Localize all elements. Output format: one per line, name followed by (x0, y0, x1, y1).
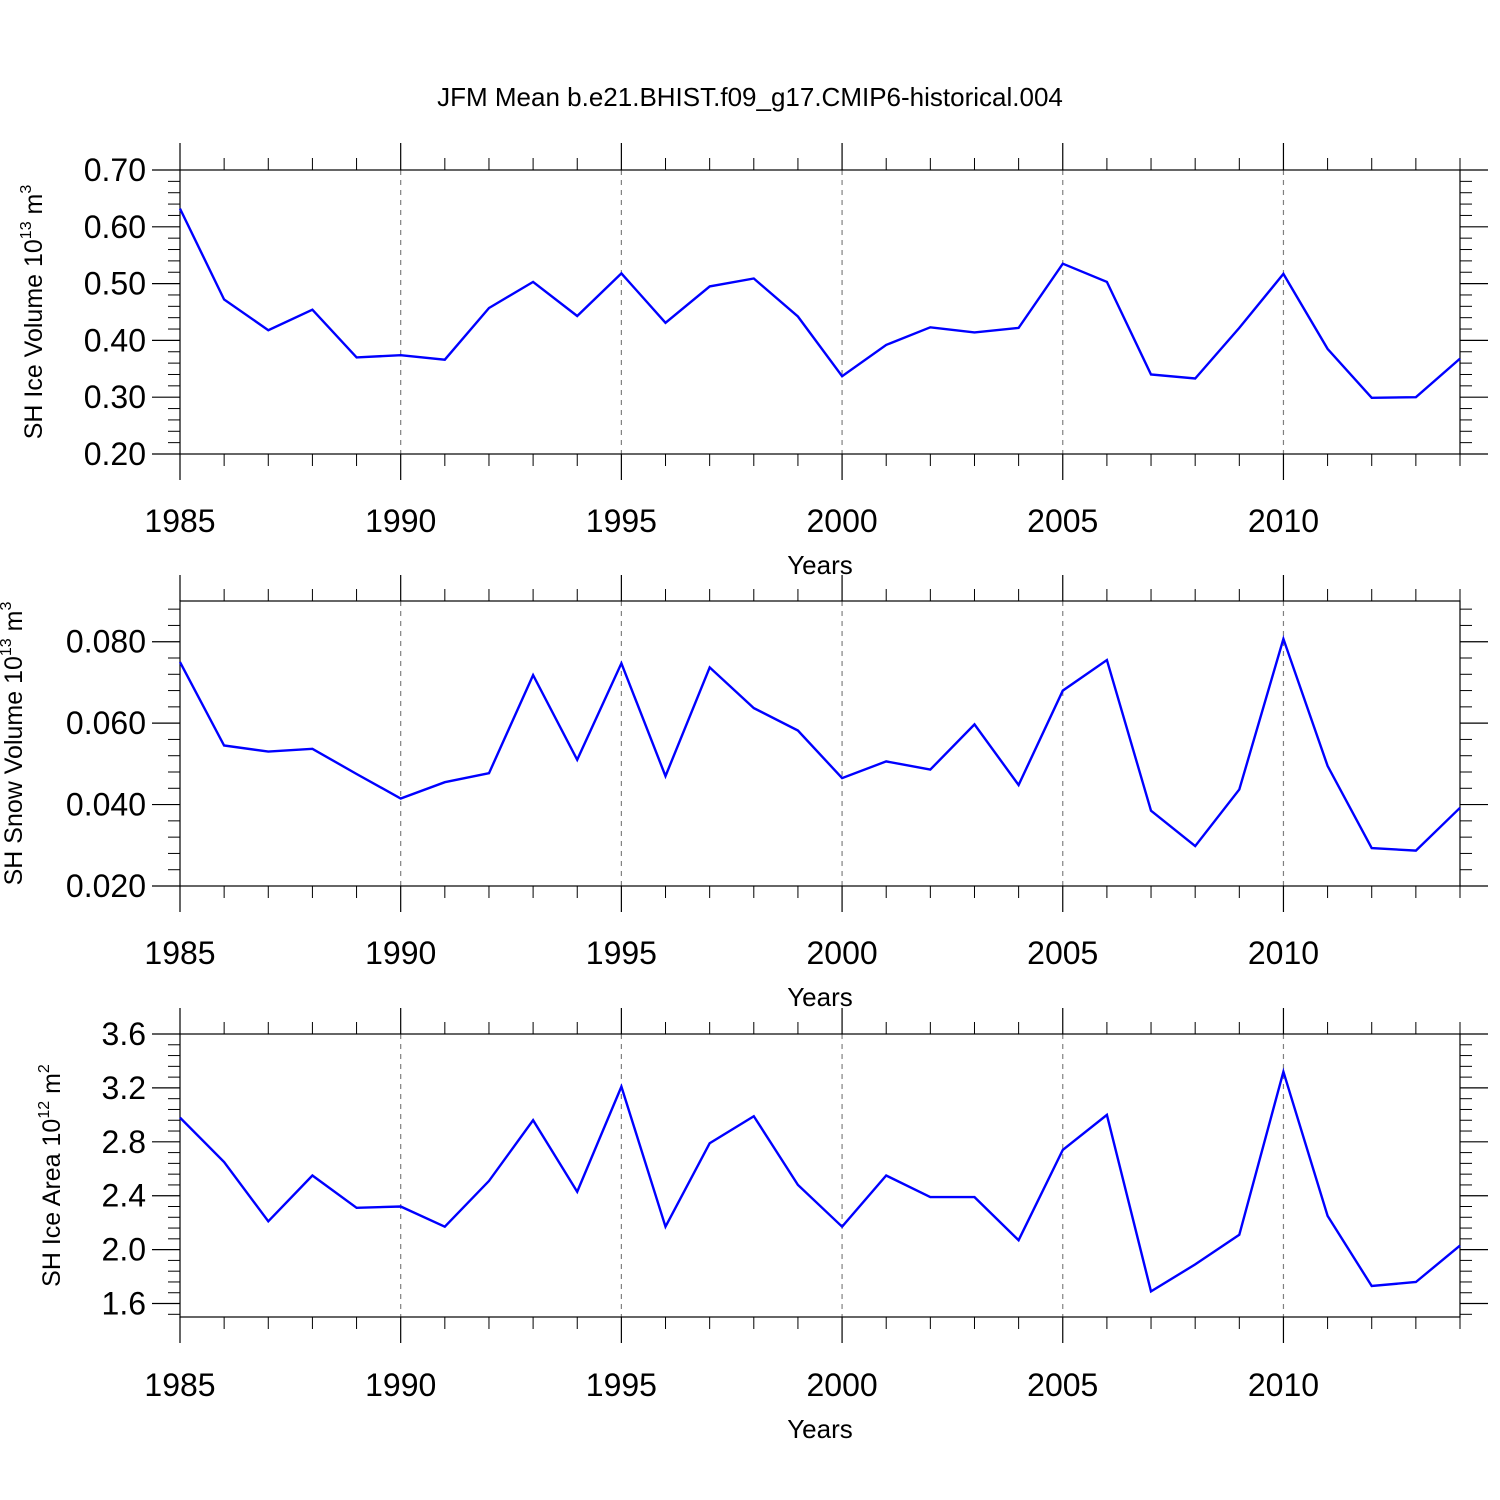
y-tick-label: 0.60 (84, 209, 146, 245)
x-tick-label: 2000 (806, 935, 877, 971)
figure-title: JFM Mean b.e21.BHIST.f09_g17.CMIP6-histo… (437, 82, 1063, 112)
x-tick-label: 2010 (1248, 1367, 1319, 1403)
x-tick-label: 1995 (586, 935, 657, 971)
x-tick-label: 1990 (365, 503, 436, 539)
y-axis-label: SH Ice Volume 1013 m3 (18, 185, 48, 440)
x-tick-label: 2010 (1248, 503, 1319, 539)
x-tick-label: 1990 (365, 935, 436, 971)
y-tick-label: 2.4 (102, 1178, 146, 1214)
plot-frame (179, 1033, 1461, 1318)
y-tick-label: 0.080 (66, 624, 146, 660)
panels: 1985 1990 1995 2000 2005 2010 0.20 0.30 0.40 0.50… (0, 143, 1488, 1444)
x-tick-label: 2005 (1027, 935, 1098, 971)
y-tick-label: 0.30 (84, 379, 146, 415)
x-tick-label: 2000 (806, 1367, 877, 1403)
panel-3: 1985 1990 1995 2000 2005 2010 1.6 2.0 2.4 2.8 3.2 3… (36, 1008, 1488, 1444)
panel-1: 1985 1990 1995 2000 2005 2010 0.20 0.30 0.40 0.50… (18, 143, 1488, 580)
y-tick-label: 0.70 (84, 152, 146, 188)
x-tick-label: 1995 (586, 503, 657, 539)
y-tick-label: 0.20 (84, 436, 146, 472)
plot-frame (179, 169, 1461, 455)
plot-frame (179, 600, 1461, 887)
y-tick-label: 0.040 (66, 787, 146, 823)
series-line (178, 634, 1461, 852)
x-axis-label: Years (787, 982, 853, 1012)
x-tick-label: 2000 (806, 503, 877, 539)
y-axis-label: SH Snow Volume 1013 m3 (0, 602, 28, 886)
x-tick-label: 2005 (1027, 503, 1098, 539)
y-tick-label: 0.060 (66, 705, 146, 741)
x-axis-label: Years (787, 550, 853, 580)
series-line (178, 208, 1461, 400)
y-tick-label: 3.6 (102, 1016, 146, 1052)
y-tick-label: 1.6 (102, 1286, 146, 1322)
panel-2: 1985 1990 1995 2000 2005 2010 0.020 0.040 0.060 0… (0, 575, 1488, 1012)
series-line (179, 1067, 1461, 1294)
x-tick-label: 1990 (365, 1367, 436, 1403)
y-tick-label: 0.40 (84, 322, 146, 358)
x-tick-label: 2010 (1248, 935, 1319, 971)
y-tick-label: 3.2 (102, 1070, 146, 1106)
y-tick-label: 0.50 (84, 266, 146, 302)
x-tick-label: 2005 (1027, 1367, 1098, 1403)
y-tick-label: 0.020 (66, 868, 146, 904)
y-axis-label: SH Ice Area 1012 m2 (36, 1064, 66, 1287)
y-tick-label: 2.0 (102, 1232, 146, 1268)
x-tick-label: 1985 (144, 1367, 215, 1403)
y-tick-label: 2.8 (102, 1124, 146, 1160)
x-tick-label: 1995 (586, 1367, 657, 1403)
x-tick-label: 1985 (144, 935, 215, 971)
x-axis-label: Years (787, 1414, 853, 1444)
x-tick-label: 1985 (144, 503, 215, 539)
